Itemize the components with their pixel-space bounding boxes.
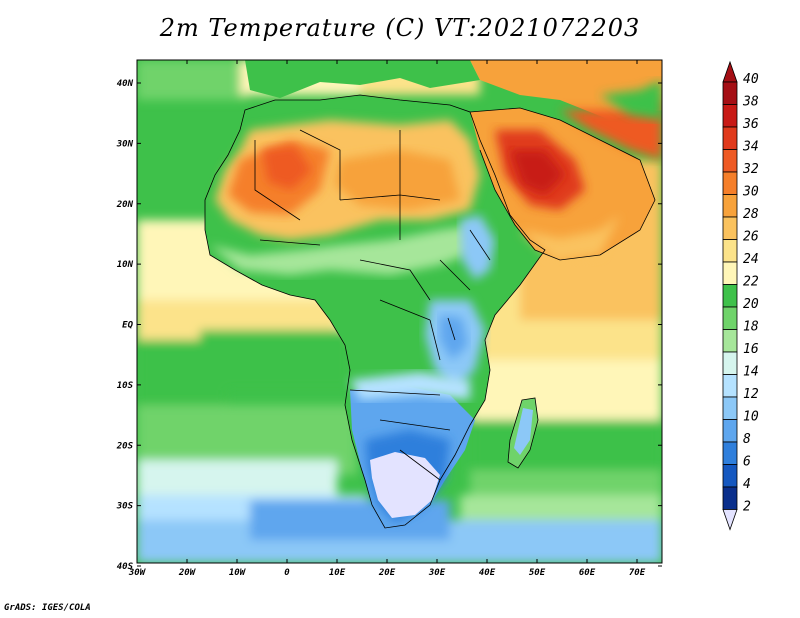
colorbar-swatch <box>722 239 738 263</box>
lat-label: 30S <box>116 502 134 512</box>
lat-label: EQ <box>122 321 133 331</box>
colorbar-label: 8 <box>743 432 751 447</box>
colorbar-swatch <box>722 486 738 510</box>
colorbar-swatch <box>722 329 738 353</box>
latitude-labels: 40N 30N 20N 10N EQ 10S 20S 30S 40S <box>116 79 134 572</box>
coastlines <box>204 94 656 529</box>
colorbar-arrow-bottom <box>722 509 738 531</box>
chart-title: 2m Temperature (C) VT:2021072203 <box>159 14 641 42</box>
colorbar-swatch <box>722 171 738 195</box>
colorbar-label: 2 <box>743 500 751 515</box>
lat-label: 10S <box>117 381 134 391</box>
lon-label: 40E <box>479 568 496 578</box>
colorbar-label: 10 <box>743 410 759 425</box>
axis-ticks <box>136 60 662 567</box>
colorbar-arrow-top <box>722 60 738 83</box>
colorbar-swatch <box>722 374 738 398</box>
colorbar-label: 14 <box>743 365 759 380</box>
colorbar-label: 22 <box>743 275 759 290</box>
colorbar-swatch <box>722 419 738 443</box>
lon-label: 70E <box>629 568 646 578</box>
colorbar-label: 36 <box>742 117 759 132</box>
colorbar-swatch <box>722 194 738 218</box>
lat-label: 10N <box>117 260 134 270</box>
colorbar-swatch <box>722 126 738 150</box>
colorbar-swatch <box>722 149 738 173</box>
colorbar-label: 16 <box>743 342 759 357</box>
colorbar-swatch <box>722 351 738 375</box>
colorbar-swatch <box>722 396 738 420</box>
lat-label: 40N <box>117 79 134 89</box>
lon-label: 20W <box>178 568 197 578</box>
colorbar-label: 12 <box>743 387 759 402</box>
footer-credit: GrADS: IGES/COLA <box>4 603 91 613</box>
temperature-map: 30W 20W 10W 0 10E 20E 30E 40E 50E 60E 70E 40N 30N 20… <box>116 59 759 578</box>
colorbar-label: 38 <box>742 95 759 110</box>
lat-label: 20S <box>116 441 134 451</box>
colorbar-label: 18 <box>743 320 759 335</box>
colorbar-label: 4 <box>743 477 751 492</box>
colorbar-swatch <box>722 464 738 488</box>
colorbar-swatch <box>722 104 738 128</box>
lon-label: 50E <box>529 568 546 578</box>
longitude-labels: 30W 20W 10W 0 10E 20E 30E 40E 50E 60E 70E <box>128 568 646 578</box>
colorbar-label: 26 <box>743 230 759 245</box>
colorbar-label: 40 <box>743 72 759 87</box>
colorbar-label: 24 <box>743 252 759 267</box>
colorbar-label: 20 <box>743 297 759 312</box>
temperature-field <box>137 60 662 563</box>
lon-label: 0 <box>284 568 290 578</box>
colorbar: 40 38 36 34 32 30 28 26 24 22 20 18 16 14 12 10 8 6 4 2 <box>722 60 759 531</box>
colorbar-swatch <box>722 261 738 285</box>
lon-label: 20E <box>378 568 396 578</box>
colorbar-label: 34 <box>742 140 759 155</box>
lon-label: 60E <box>579 568 596 578</box>
lat-label: 20N <box>116 200 134 210</box>
lon-label: 30E <box>428 568 446 578</box>
colorbar-label: 32 <box>742 162 759 177</box>
lat-label: 40S <box>117 562 134 572</box>
lon-label: 10W <box>229 568 247 578</box>
colorbar-swatch <box>722 306 738 330</box>
lon-label: 10E <box>329 568 346 578</box>
colorbar-label: 28 <box>743 207 759 222</box>
lon-label: 30W <box>128 568 147 578</box>
colorbar-swatch <box>722 284 738 308</box>
map-frame <box>136 59 663 564</box>
colorbar-label: 30 <box>742 185 759 200</box>
colorbar-swatch <box>722 441 738 465</box>
colorbar-swatch <box>722 81 738 105</box>
colorbar-label: 6 <box>743 455 751 470</box>
colorbar-swatch <box>722 216 738 240</box>
lat-label: 30N <box>116 139 134 149</box>
